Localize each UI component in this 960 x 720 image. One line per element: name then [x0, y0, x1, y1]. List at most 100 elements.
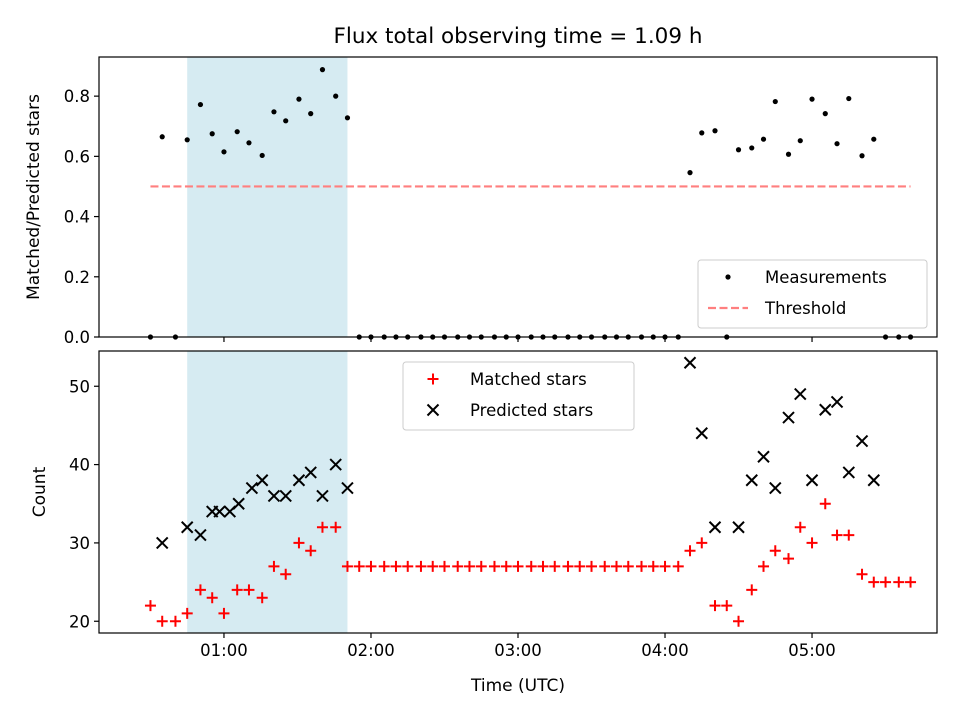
shaded-observing-interval [187, 57, 348, 337]
matched-stars-point [402, 560, 414, 572]
y-tick-label: 40 [69, 456, 90, 475]
matched-stars-point [819, 498, 831, 510]
measurements-point [159, 134, 165, 140]
matched-stars-point [537, 560, 549, 572]
bottom-panel-counts: 20 30 40 50 01:00 02:00 03:00 04:00 05:00 Count Ti… [30, 350, 938, 696]
matched-stars-point [194, 584, 206, 596]
predicted-stars-point [232, 497, 245, 510]
matched-stars-point [181, 607, 193, 619]
matched-stars-point [721, 600, 733, 612]
predicted-stars-point [855, 434, 869, 448]
matched-stars-point [427, 560, 439, 572]
measurements-point [809, 96, 815, 102]
matched-stars-point [512, 560, 524, 572]
measurements-point [296, 96, 302, 102]
legend-label: Matched stars [470, 370, 587, 389]
predicted-stars-point [292, 474, 306, 487]
measurements-point [319, 67, 326, 73]
x-tick-label: 03:00 [494, 641, 542, 660]
matched-stars-point [452, 560, 464, 572]
matched-stars-point [169, 615, 181, 627]
measurements-point [308, 111, 314, 117]
measurements-point [871, 136, 877, 142]
predicted-stars-point [341, 481, 354, 495]
legend: Measurements Threshold [697, 259, 928, 329]
shaded-observing-interval [187, 351, 348, 633]
predicted-stars-point [255, 474, 269, 487]
predicted-stars-point [267, 489, 281, 503]
matched-stars-point [905, 576, 917, 588]
predicted-stars-point [156, 536, 169, 550]
predicted-stars-point [757, 450, 770, 463]
matched-stars-point [586, 560, 598, 572]
matched-stars-point [316, 521, 328, 533]
legend-box [402, 361, 635, 431]
y-tick-label: 20 [69, 612, 90, 631]
measurements-point [846, 95, 852, 102]
matched-stars-point [500, 560, 512, 572]
measurements-point [822, 111, 828, 117]
y-tick-label: 0.4 [64, 208, 90, 227]
measurements-point [221, 149, 227, 155]
matched-stars-point [280, 568, 292, 580]
matched-stars-point [475, 560, 487, 572]
measurements-point [209, 131, 215, 137]
matched-stars-point [893, 576, 905, 588]
matched-stars-point [438, 560, 450, 572]
matched-stars-point [268, 560, 280, 572]
y-axis-label: Count [30, 466, 50, 517]
predicted-stars-point [732, 521, 745, 534]
figure-title: Flux total observing time = 1.09 h [334, 24, 703, 49]
measurements-point [197, 101, 204, 108]
matched-stars-point [218, 607, 230, 619]
legend: Matched stars Predicted stars [402, 361, 635, 431]
matched-stars-point [868, 576, 880, 588]
matched-stars-point [672, 560, 684, 572]
matched-stars-point [341, 560, 353, 572]
matched-stars-point [525, 560, 537, 572]
matched-stars-point [365, 560, 377, 572]
matched-stars-point [684, 545, 696, 557]
y-tick-label: 50 [69, 377, 90, 396]
matched-stars-point [293, 537, 305, 549]
measurements-point [735, 147, 742, 153]
matched-stars-point [856, 568, 868, 580]
y-tick-label: 0.8 [64, 87, 90, 106]
matched-stars-point [206, 592, 218, 604]
matched-stars-point [783, 553, 795, 565]
matched-stars-point [758, 560, 770, 572]
predicted-stars-point [194, 528, 207, 542]
legend-marker-dot [725, 274, 731, 280]
predicted-stars-point [830, 395, 844, 409]
legend-label: Measurements [765, 268, 887, 287]
measurements-point [184, 137, 190, 143]
matched-stars-point [696, 537, 708, 549]
legend-label: Predicted stars [470, 401, 593, 420]
predicted-stars-point [745, 474, 758, 487]
matched-stars-point [243, 584, 255, 596]
measurements-point [283, 118, 289, 124]
matched-stars-point [463, 560, 475, 572]
y-axis-label: Matched/Predicted stars [24, 94, 44, 300]
measurements-point [344, 115, 351, 121]
measurements-point [699, 130, 705, 136]
predicted-stars-point [329, 458, 342, 471]
matched-stars-point [378, 560, 390, 572]
matched-stars-point [415, 560, 427, 572]
y-tick-label: 0.2 [64, 268, 90, 287]
matched-stars-point [622, 560, 634, 572]
matched-stars-point [659, 560, 671, 572]
matched-stars-point [794, 521, 806, 533]
matched-stars-point [806, 537, 818, 549]
predicted-stars-point [805, 474, 819, 487]
x-tick-label: 04:00 [641, 641, 689, 660]
matched-stars-point [831, 529, 843, 541]
measurements-point [749, 145, 755, 151]
matched-stars-point [488, 560, 500, 572]
measurements-point [834, 141, 840, 147]
predicted-stars-point [842, 466, 855, 479]
predicted-stars-point [304, 466, 317, 479]
matched-stars-point [144, 600, 156, 612]
legend-marker-plus [427, 373, 439, 385]
